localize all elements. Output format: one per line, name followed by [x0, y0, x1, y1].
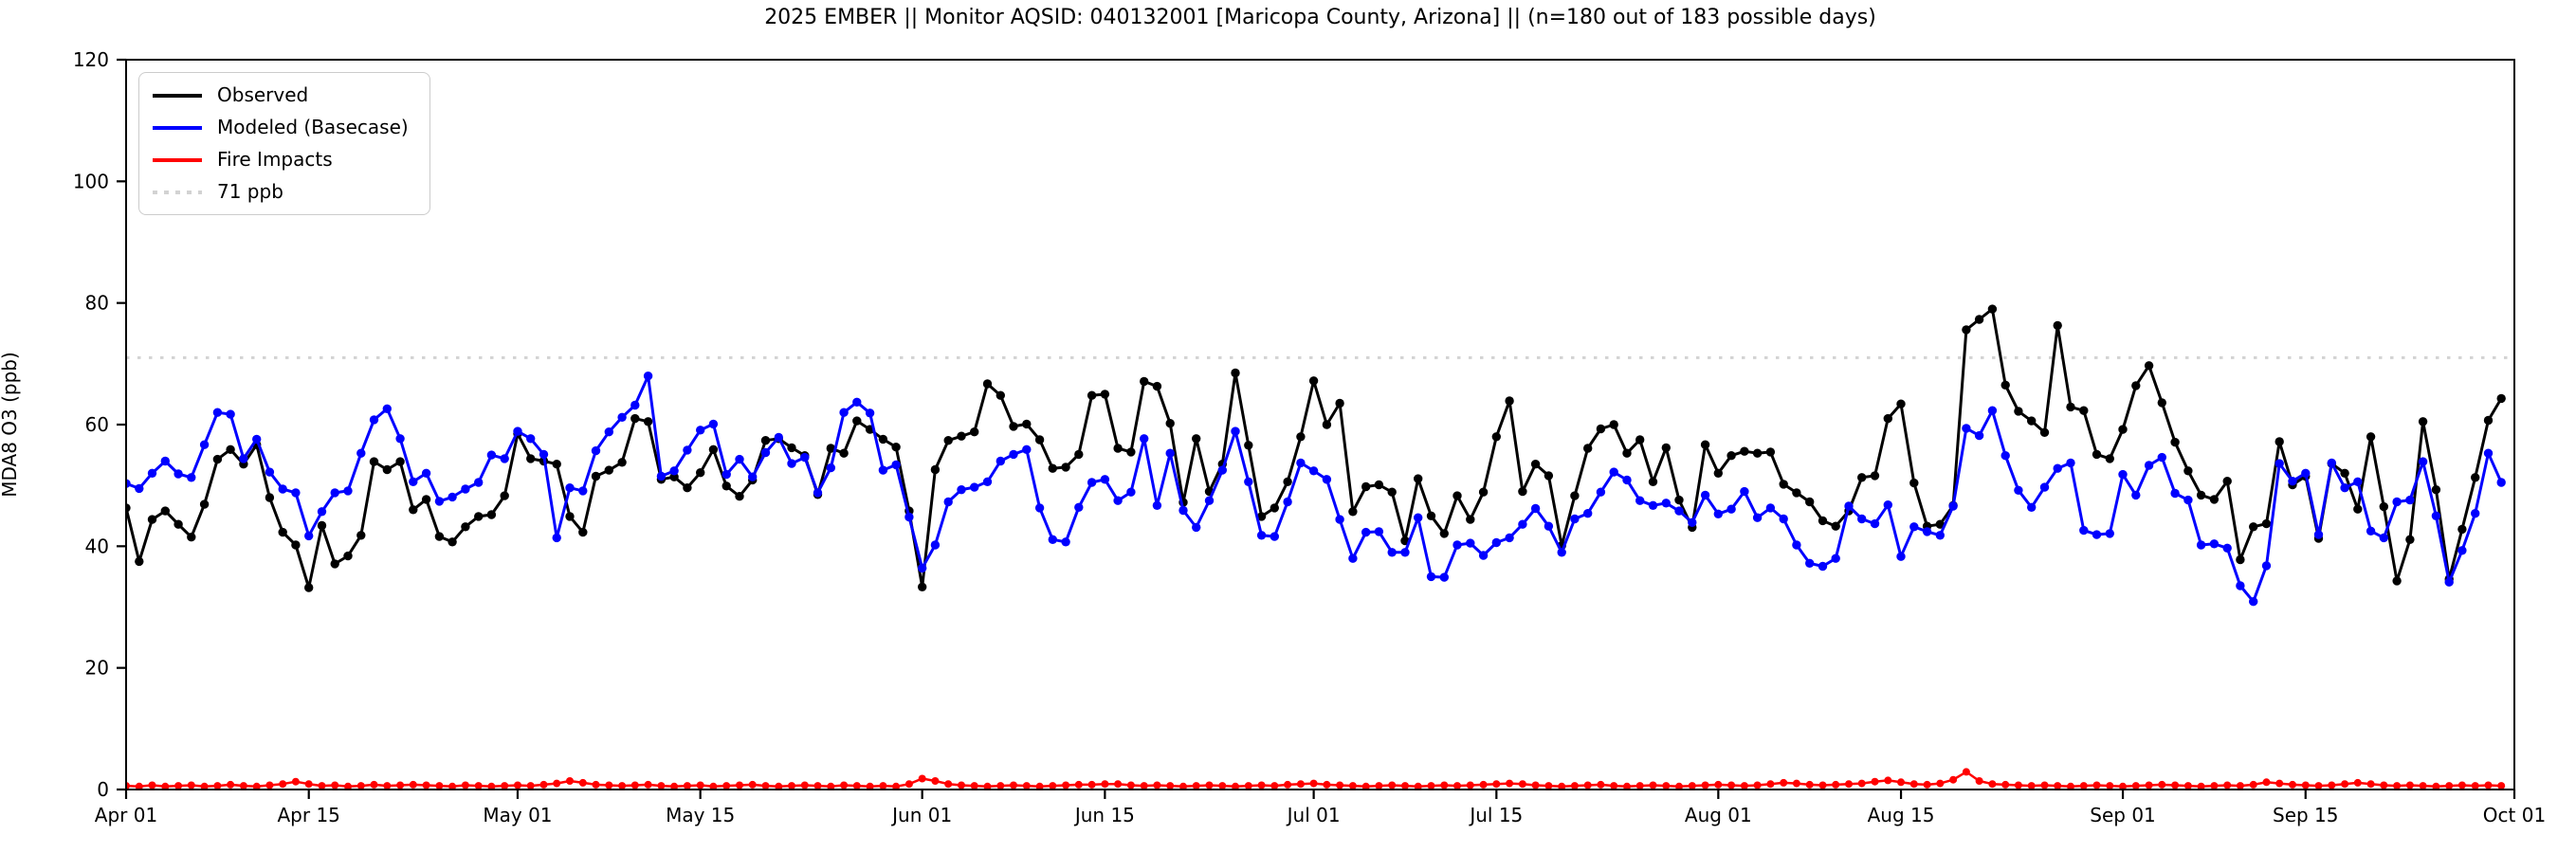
series-markers [126, 372, 2506, 607]
x-tick-label: May 01 [483, 804, 552, 826]
series-markers [126, 304, 2506, 592]
legend-label: Modeled (Basecase) [217, 116, 409, 138]
x-tick-label: Aug 01 [1685, 804, 1752, 826]
y-axis-ticks: 0 20 40 60 80 100 120 [73, 48, 126, 801]
x-tick-label: Apr 15 [278, 804, 340, 826]
x-tick-label: Jun 15 [1073, 804, 1135, 826]
modeled-line-swatch-icon [153, 125, 202, 130]
y-tick-label: 80 [85, 292, 109, 315]
y-tick-label: 60 [85, 413, 109, 436]
observed-line-swatch-icon [153, 93, 202, 98]
series-line [126, 374, 2503, 604]
x-tick-label: Jun 01 [890, 804, 952, 826]
chart-title: 2025 EMBER || Monitor AQSID: 040132001 [… [764, 6, 1876, 29]
y-tick-label: 40 [85, 535, 109, 557]
y-tick-label: 120 [73, 48, 109, 71]
series-fire-impacts [126, 768, 2506, 789]
legend-item-fire-impacts: Fire Impacts [153, 147, 409, 172]
x-tick-label: Jul 01 [1286, 804, 1341, 826]
fire-impacts-line-swatch-icon [153, 157, 202, 162]
x-axis-ticks: Apr 01 Apr 15 May 01 May 15 Jun 01 Jun 15 Jul … [95, 789, 2546, 826]
legend-item-observed: Observed [153, 82, 409, 108]
legend-item-modeled: Modeled (Basecase) [153, 115, 409, 140]
series-line [126, 307, 2503, 590]
x-tick-label: May 15 [666, 804, 735, 826]
series-observed [126, 304, 2506, 592]
series-modeled-basecase [126, 372, 2506, 607]
x-tick-label: Aug 15 [1868, 804, 1935, 826]
x-tick-label: Apr 01 [95, 804, 157, 826]
threshold-line-swatch-icon [153, 190, 202, 194]
x-tick-label: Sep 15 [2273, 804, 2339, 826]
y-tick-label: 0 [97, 778, 109, 801]
y-tick-label: 100 [73, 170, 109, 192]
legend: Observed Modeled (Basecase) Fire Impacts… [138, 72, 430, 215]
x-tick-label: Sep 01 [2090, 804, 2156, 826]
x-tick-label: Jul 15 [1468, 804, 1523, 826]
legend-label: Observed [217, 83, 309, 106]
legend-label: 71 ppb [217, 180, 283, 203]
plot-border [125, 59, 2515, 790]
series-markers [126, 768, 2506, 789]
legend-item-threshold: 71 ppb [153, 179, 409, 205]
y-tick-label: 20 [85, 657, 109, 680]
x-tick-label: Oct 01 [2483, 804, 2546, 826]
legend-label: Fire Impacts [217, 148, 333, 171]
